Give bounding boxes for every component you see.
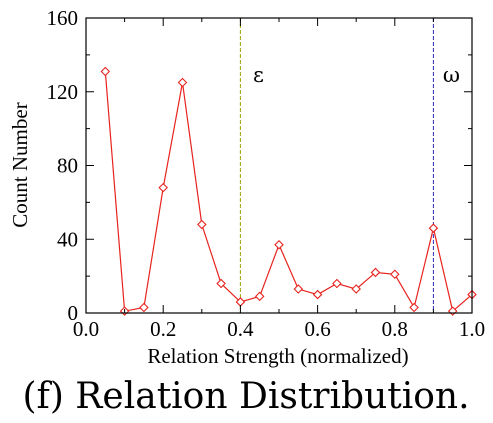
x-axis-title: Relation Strength (normalized) [147,344,408,368]
y-tick-label: 80 [57,154,78,178]
y-axis-title: Count Number [8,102,32,227]
data-point [351,284,361,294]
data-point [390,269,400,280]
series-group [100,66,477,316]
data-point [139,302,149,313]
data-point [274,240,284,250]
annotation-lines [239,18,434,313]
data-point [158,182,168,193]
tick-marks [85,17,473,314]
data-point [216,278,226,289]
data-point [409,302,419,313]
data-point [332,278,342,289]
x-tick-label: 0.8 [382,317,408,341]
data-point [428,223,439,233]
y-tick-label: 0 [68,301,79,325]
x-tick-label: 0.4 [227,317,254,341]
data-point [370,267,381,278]
x-tick-label: 0.6 [304,317,330,341]
data-point [100,66,111,77]
data-point [293,284,304,294]
figure-caption: (f) Relation Distribution. [22,376,469,417]
plot-frame [85,17,473,314]
annotation-label: ω [443,63,460,87]
data-point [254,291,265,302]
x-tick-label: 0.2 [150,317,176,341]
series-line [104,71,473,313]
annotation-label: ε [253,63,264,87]
data-point [312,289,323,300]
tick-labels: 0.0 0.2 0.4 0.6 0.8 1.0 0 40 80 120 160 [47,6,486,341]
data-point [177,77,188,88]
y-tick-label: 40 [57,227,78,251]
data-point [197,219,207,230]
x-tick-label: 1.0 [459,317,485,341]
x-tick-label: 0.0 [73,317,99,341]
y-tick-label: 120 [47,80,79,104]
y-tick-label: 160 [47,6,79,30]
